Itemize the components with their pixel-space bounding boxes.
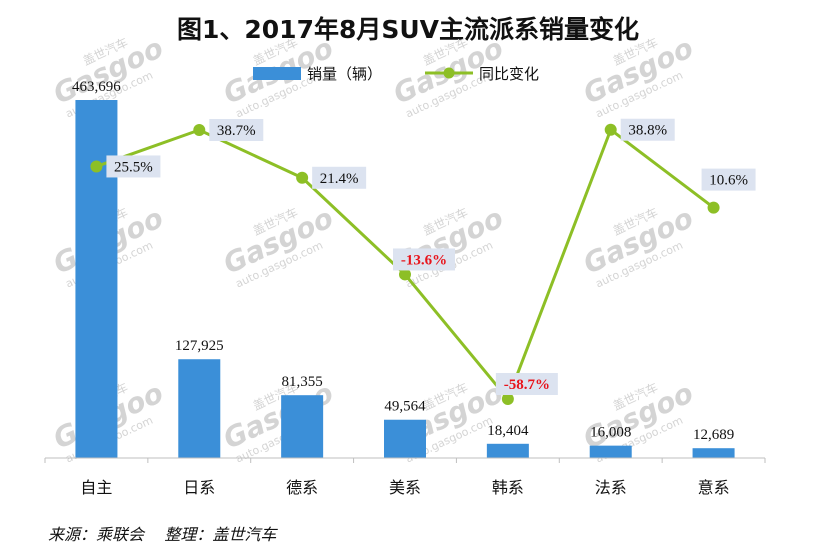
legend-label-line: 同比变化	[479, 65, 539, 83]
x-tick-label-2: 德系	[286, 478, 318, 497]
line-label-5: 38.8%	[620, 118, 675, 141]
line-label-0: 25.5%	[106, 155, 161, 178]
svg-text:38.8%: 38.8%	[628, 123, 667, 139]
bar-label-3: 49,564	[384, 399, 426, 415]
x-tick-label-5: 法系	[595, 478, 627, 497]
line-layer	[90, 123, 720, 405]
svg-text:25.5%: 25.5%	[114, 159, 153, 175]
bar-2	[281, 395, 324, 458]
x-tick-label-4: 韩系	[492, 478, 524, 497]
line-label-1: 38.7%	[209, 119, 264, 141]
bar-label-1: 127,925	[175, 338, 224, 354]
legend-swatch-point	[443, 67, 455, 79]
bar-4	[486, 443, 529, 458]
x-axis: 自主 日系 德系 美系 韩系 法系 意系	[44, 457, 766, 497]
line-label-6: 10.6%	[701, 168, 756, 191]
bar-5	[589, 445, 632, 458]
legend-swatch-bar	[253, 67, 301, 80]
svg-text:-58.7%: -58.7%	[504, 377, 550, 393]
bar-label-5: 16,008	[590, 425, 631, 441]
bar-6	[692, 448, 735, 458]
legend-label-bar: 销量（辆）	[307, 65, 382, 83]
source-note: 来源：乘联会 整理：盖世汽车	[48, 525, 277, 544]
bar-label-0: 463,696	[72, 79, 121, 95]
x-tick-label-6: 意系	[698, 478, 730, 497]
line-label-3: -13.6%	[393, 248, 455, 271]
chart-title: 图1、2017年8月SUV主流派系销量变化	[176, 15, 640, 44]
x-tick-label-1: 日系	[183, 478, 215, 497]
bar-label-6: 12,689	[693, 427, 734, 443]
x-tick-label-0: 自主	[80, 478, 112, 497]
bar-label-2: 81,355	[282, 374, 323, 390]
line-point-2	[296, 171, 309, 184]
bar-0	[75, 100, 118, 458]
line-point-4	[501, 393, 514, 405]
line-point-1	[193, 124, 206, 136]
svg-text:-13.6%: -13.6%	[401, 252, 447, 268]
line-point-3	[399, 268, 411, 281]
line-point-5	[604, 123, 617, 136]
bar-1	[178, 359, 221, 458]
bar-3	[384, 419, 426, 458]
x-tick-label-3: 美系	[389, 478, 421, 497]
bars-layer	[75, 100, 735, 458]
svg-text:10.6%: 10.6%	[709, 173, 748, 189]
labels-layer: 463,696 127,925 81,355 49,564 18,404 16,008 12…	[72, 79, 756, 443]
line-label-4: -58.7%	[495, 373, 558, 395]
legend: 销量（辆） 同比变化	[253, 65, 539, 83]
line-label-2: 21.4%	[312, 166, 367, 189]
line-point-0	[90, 160, 103, 173]
line-point-6	[707, 201, 720, 214]
legend-item-bar: 销量（辆）	[253, 65, 382, 83]
svg-text:21.4%: 21.4%	[320, 171, 359, 187]
bar-label-4: 18,404	[487, 423, 529, 439]
legend-item-line: 同比变化	[425, 65, 539, 83]
svg-text:38.7%: 38.7%	[217, 123, 256, 139]
